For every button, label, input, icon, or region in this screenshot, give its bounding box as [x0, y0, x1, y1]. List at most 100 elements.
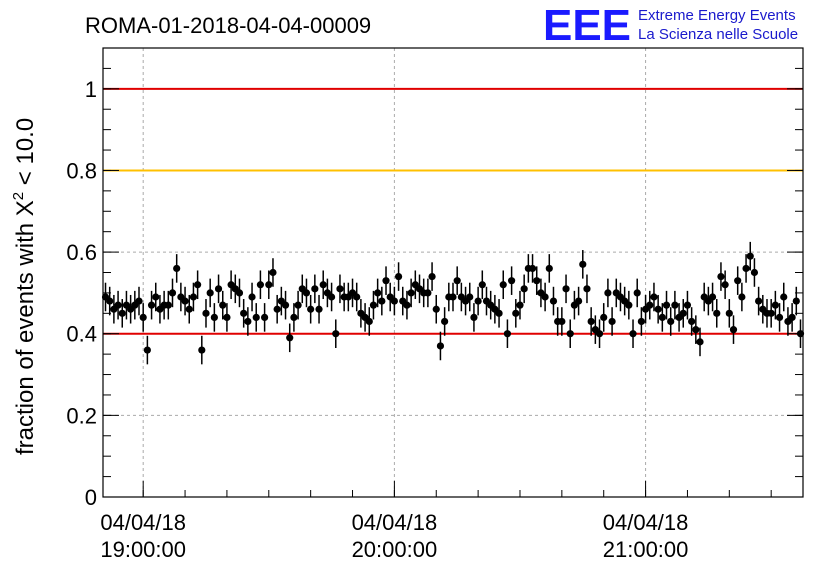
data-point — [708, 293, 717, 301]
data-point — [382, 277, 390, 285]
data-point — [516, 301, 524, 309]
y-axis-label-sup: 2 — [10, 192, 27, 200]
data-point — [185, 305, 193, 313]
data-point — [688, 317, 696, 326]
data-point — [407, 289, 415, 297]
data-point — [403, 301, 411, 309]
data-point — [650, 293, 658, 301]
data-point — [558, 317, 566, 326]
data-point — [281, 301, 290, 309]
data-point — [307, 305, 315, 313]
data-point — [683, 301, 692, 309]
data-point — [181, 297, 189, 305]
data-point — [369, 301, 378, 309]
data-point — [374, 289, 382, 297]
data-point — [106, 297, 114, 305]
y-tick-label: 0 — [85, 485, 97, 510]
data-point — [453, 277, 461, 285]
data-point — [286, 334, 294, 342]
data-point — [319, 281, 327, 289]
data-point — [750, 268, 759, 277]
data-point — [466, 293, 474, 301]
data-point — [315, 305, 323, 313]
y-tick-label: 0.4 — [66, 322, 97, 347]
data-point — [240, 309, 248, 317]
x-tick-time: 20:00:00 — [352, 537, 438, 562]
data-point — [574, 297, 583, 305]
reference-lines — [103, 87, 803, 335]
y-axis-label: fraction of events with X2 < 10.0 — [10, 118, 39, 455]
data-point — [608, 317, 616, 326]
data-point — [152, 293, 160, 301]
y-axis-label-main: fraction of events with X — [12, 200, 39, 455]
data-point — [788, 313, 796, 321]
data-point — [658, 313, 666, 321]
plot-frame — [102, 47, 804, 498]
data-point — [734, 277, 742, 285]
data-point — [696, 338, 704, 346]
data-point — [223, 313, 231, 321]
data-point — [633, 289, 641, 297]
data-point — [629, 330, 637, 338]
data-point — [441, 317, 449, 326]
grid — [103, 48, 803, 497]
axes: 00.20.40.60.8104/04/1819:00:0004/04/1820… — [66, 47, 803, 562]
data-point — [248, 293, 256, 301]
data-point — [549, 297, 558, 305]
y-tick-label: 0.2 — [66, 403, 97, 428]
data-point — [541, 293, 549, 301]
data-point — [654, 305, 662, 313]
data-point — [336, 285, 344, 293]
data-point — [503, 330, 512, 338]
data-point — [269, 268, 277, 277]
data-point — [717, 272, 725, 281]
x-tick-time: 21:00:00 — [603, 537, 689, 562]
eee-logo: EEE Extreme Energy Events La Scienza nel… — [543, 1, 798, 50]
data-point — [214, 285, 223, 293]
data-point — [273, 305, 281, 313]
data-point — [378, 297, 386, 305]
data-point — [746, 252, 754, 260]
data-point — [742, 264, 750, 273]
data-point — [692, 326, 700, 334]
data-point — [775, 313, 784, 321]
data-point — [198, 346, 206, 354]
data-point — [147, 301, 156, 309]
data-point — [353, 293, 361, 301]
x-tick-time: 19:00:00 — [100, 537, 186, 562]
data-point — [604, 289, 612, 297]
x-tick-date: 04/04/18 — [603, 510, 689, 535]
data-point — [118, 309, 126, 317]
data-point — [545, 264, 553, 273]
logo-line1: Extreme Energy Events — [638, 7, 796, 24]
data-point — [424, 289, 432, 297]
data-point — [290, 313, 298, 321]
data-point — [135, 297, 143, 305]
data-point — [449, 293, 457, 301]
data-point — [474, 297, 482, 305]
data-point — [244, 317, 252, 326]
data-point — [210, 313, 218, 321]
data-point — [566, 330, 574, 338]
x-tick-date: 04/04/18 — [352, 510, 438, 535]
data-point — [332, 330, 340, 338]
data-point — [679, 309, 687, 317]
data-point — [646, 301, 654, 309]
data-point — [767, 309, 775, 317]
data-point — [562, 285, 570, 293]
data-point — [256, 281, 265, 289]
data-point — [725, 309, 733, 317]
logo-letters: EEE — [543, 1, 631, 50]
data-point — [139, 313, 147, 321]
data-point — [235, 289, 244, 297]
data-point — [432, 305, 440, 313]
y-axis-label-tail: < 10.0 — [12, 118, 39, 192]
data-point — [520, 285, 528, 293]
data-point — [265, 281, 273, 289]
y-tick-label: 0.8 — [66, 158, 97, 183]
data-point — [365, 317, 373, 326]
data-point — [587, 317, 595, 326]
data-point — [792, 297, 800, 305]
x-tick-date: 04/04/18 — [100, 510, 186, 535]
data-point — [428, 272, 436, 281]
